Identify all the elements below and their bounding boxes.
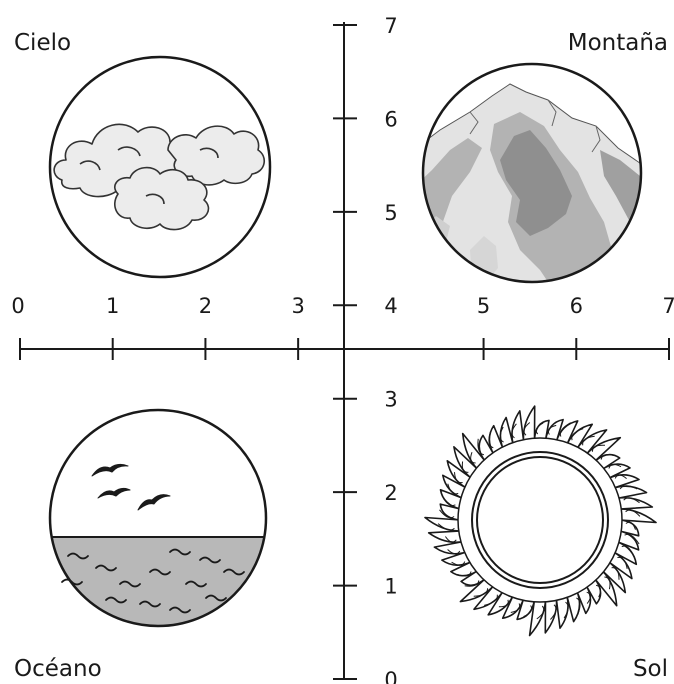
y-tick-label: 1	[384, 575, 397, 599]
sun-flame-detail	[523, 422, 531, 436]
sun-flame-detail	[477, 438, 485, 456]
sun-flame-detail	[444, 536, 457, 543]
sun-flame-detail	[457, 571, 472, 577]
sun-flame-detail	[536, 605, 545, 620]
x-tick-label: 3	[291, 294, 304, 318]
sun-flame-detail	[595, 584, 602, 598]
sun-flame-detail	[442, 496, 456, 507]
sun-flame-detail	[623, 497, 640, 504]
sun-flame-detail	[510, 603, 521, 613]
sun-flame-detail	[619, 485, 638, 490]
sun-flame-detail	[586, 591, 591, 604]
sun-flame-detail	[614, 474, 627, 479]
sun-flame-detail	[439, 509, 455, 519]
sun-flame-detail	[484, 594, 498, 606]
mountain-picture	[421, 62, 643, 284]
ocean-picture	[48, 408, 268, 628]
x-tick-label: 5	[477, 294, 490, 318]
y-tick-label: 3	[384, 388, 397, 412]
sun-flame-detail	[608, 463, 622, 469]
sun-icon	[476, 456, 604, 584]
x-tick-label: 0	[11, 294, 24, 318]
sun-flame-detail	[582, 435, 595, 446]
x-tick-label: 2	[199, 294, 212, 318]
sun-flame-detail	[625, 509, 641, 517]
y-axis	[333, 22, 357, 680]
sun-flame-detail	[461, 461, 469, 473]
y-tick-label: 5	[384, 201, 397, 225]
x-tick-label: 6	[570, 294, 583, 318]
x-tick-label: 7	[662, 294, 674, 318]
sun-flame-detail	[625, 521, 636, 530]
cloud-icon	[53, 123, 265, 231]
sun-flame-detail	[559, 422, 571, 437]
sun-flame-detail	[451, 561, 466, 566]
sun-flame-detail	[624, 533, 640, 545]
mountain-circle	[421, 62, 643, 284]
sun-flame-detail	[437, 523, 455, 531]
sky-picture	[48, 55, 272, 279]
sun-flame-detail	[563, 601, 569, 619]
sun-flame-detail	[464, 580, 480, 587]
y-tick-label: 2	[384, 481, 397, 505]
bird-icons	[91, 463, 171, 511]
sun-flame-detail	[447, 549, 461, 555]
sun-flame-detail	[499, 426, 504, 443]
sun-flame-detail	[447, 483, 459, 495]
x-tick-label: 4	[384, 294, 397, 318]
sun-picture	[424, 405, 657, 637]
y-tick-label: 0	[384, 668, 397, 684]
sun-flame-detail	[571, 428, 584, 441]
sun-flame-detail	[576, 597, 581, 615]
sun-flame-detail	[604, 576, 611, 590]
ocean-circle	[48, 408, 268, 628]
sun-flame-detail	[511, 423, 517, 439]
sun-flame-detail	[535, 422, 544, 435]
wave-icons	[61, 548, 245, 614]
label-oceano: Océano	[14, 656, 102, 682]
sun-flame-detail	[473, 588, 489, 597]
y-tick-label: 7	[384, 14, 397, 38]
y-tick-label: 6	[384, 107, 397, 131]
sun-flame-detail	[600, 454, 614, 460]
sun-flame-detail	[550, 604, 557, 620]
x-tick-label: 1	[106, 294, 119, 318]
sun-flame-detail	[454, 472, 463, 484]
label-sol: Sol	[633, 656, 668, 682]
sun-flame-detail	[470, 452, 476, 464]
sun-flame-detail	[617, 556, 628, 569]
sun-flame-detail	[547, 424, 557, 435]
mountain-icon	[423, 83, 641, 282]
label-cielo: Cielo	[14, 30, 71, 56]
sun-flame-detail	[591, 444, 606, 452]
sun-flame-detail	[488, 431, 494, 449]
sun-flame-detail	[523, 605, 533, 618]
sun-flame-detail	[611, 567, 620, 580]
sun-flame-detail	[498, 599, 509, 608]
sun-flame-detail	[621, 545, 635, 558]
label-montana: Montaña	[568, 30, 668, 56]
